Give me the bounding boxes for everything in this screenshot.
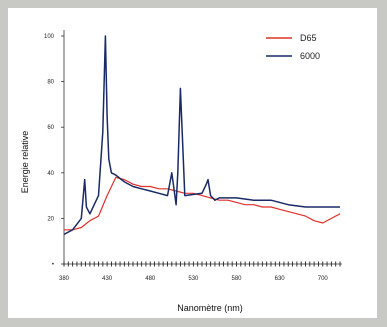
chart-frame: • 20 40 60 80 100 380 430 480 530 580 630 700 D65 600…: [8, 8, 377, 318]
series-line-d65: [64, 176, 341, 231]
y-tick-label: 100: [44, 34, 55, 40]
legend: D65 6000: [266, 33, 320, 61]
x-tick-label: 700: [318, 276, 329, 282]
chart-svg: • 20 40 60 80 100 380 430 480 530 580 630 700 D65 600…: [20, 30, 342, 313]
y-tick-label: 80: [47, 80, 54, 86]
y-tick-label: 60: [47, 125, 54, 131]
x-tick-label: 630: [275, 276, 286, 282]
y-axis-title: Energie relative: [20, 131, 30, 194]
legend-label-d65: D65: [300, 33, 317, 43]
legend-label-6000: 6000: [300, 51, 320, 61]
series-line-6000: [63, 35, 340, 236]
axes: [61, 30, 342, 267]
x-tick-label: 430: [102, 276, 113, 282]
tick-labels: • 20 40 60 80 100 380 430 480 530 580 630 700: [44, 34, 328, 282]
y-tick-label: •: [52, 262, 54, 268]
x-tick-label: 530: [188, 276, 199, 282]
x-axis-title: Nanomètre (nm): [177, 303, 243, 313]
y-tick-label: 40: [47, 171, 54, 177]
x-tick-label: 580: [231, 276, 242, 282]
x-tick-label: 380: [59, 276, 70, 282]
x-tick-label: 480: [145, 276, 156, 282]
y-tick-label: 20: [47, 216, 54, 222]
series-lines: [63, 35, 341, 236]
